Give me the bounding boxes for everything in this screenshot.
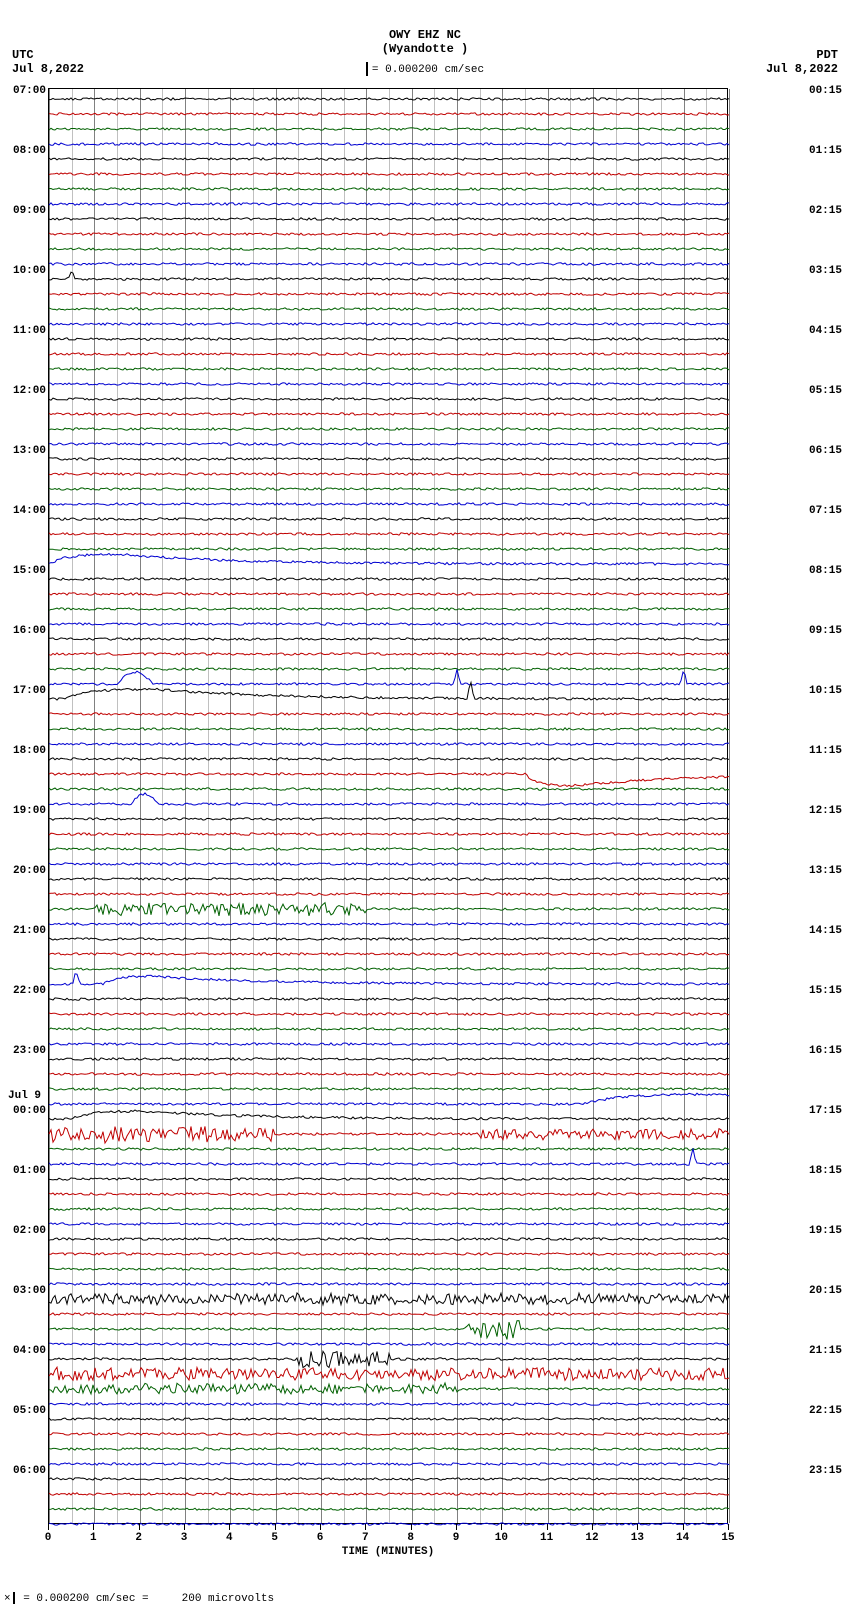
pdt-time-label: 12:15 bbox=[809, 805, 842, 817]
x-tick-label: 15 bbox=[721, 1532, 734, 1544]
utc-time-label: 18:00 bbox=[8, 745, 46, 757]
x-tick-label: 8 bbox=[407, 1532, 414, 1544]
footer-scale-right: 200 microvolts bbox=[182, 1593, 274, 1605]
pdt-time-label: 15:15 bbox=[809, 985, 842, 997]
helicorder-plot bbox=[48, 88, 728, 1524]
utc-time-label: 23:00 bbox=[8, 1045, 46, 1057]
pdt-time-label: 06:15 bbox=[809, 445, 842, 457]
utc-time-label: 04:00 bbox=[8, 1345, 46, 1357]
pdt-time-label: 02:15 bbox=[809, 205, 842, 217]
tz-left-label: UTC bbox=[12, 48, 84, 62]
utc-time-label: 09:00 bbox=[8, 205, 46, 217]
utc-time-label: 06:00 bbox=[8, 1465, 46, 1477]
x-tick-label: 0 bbox=[45, 1532, 52, 1544]
utc-time-label: 03:00 bbox=[8, 1285, 46, 1297]
station-name: (Wyandotte ) bbox=[0, 42, 850, 56]
x-tick-label: 5 bbox=[271, 1532, 278, 1544]
x-tick-label: 10 bbox=[495, 1532, 508, 1544]
pdt-time-label: 23:15 bbox=[809, 1465, 842, 1477]
utc-time-label: 10:00 bbox=[8, 265, 46, 277]
date-marker: Jul 9 bbox=[8, 1090, 41, 1102]
utc-time-label: 14:00 bbox=[8, 505, 46, 517]
pdt-time-label: 08:15 bbox=[809, 565, 842, 577]
pdt-time-label: 19:15 bbox=[809, 1225, 842, 1237]
x-tick-label: 3 bbox=[181, 1532, 188, 1544]
utc-time-label: 21:00 bbox=[8, 925, 46, 937]
x-tick-label: 11 bbox=[540, 1532, 553, 1544]
x-tick-label: 7 bbox=[362, 1532, 369, 1544]
utc-time-label: 12:00 bbox=[8, 385, 46, 397]
utc-time-label: 17:00 bbox=[8, 685, 46, 697]
utc-time-label: 22:00 bbox=[8, 985, 46, 997]
x-tick-label: 13 bbox=[631, 1532, 644, 1544]
utc-time-label: 02:00 bbox=[8, 1225, 46, 1237]
station-code: OWY EHZ NC bbox=[0, 28, 850, 42]
tz-right-date: Jul 8,2022 bbox=[766, 62, 838, 76]
tz-left: UTC Jul 8,2022 bbox=[12, 48, 84, 76]
x-tick-label: 9 bbox=[453, 1532, 460, 1544]
footer-scale-left: = 0.000200 cm/sec = bbox=[23, 1593, 148, 1605]
x-tick-label: 6 bbox=[317, 1532, 324, 1544]
pdt-time-label: 05:15 bbox=[809, 385, 842, 397]
x-tick-label: 14 bbox=[676, 1532, 689, 1544]
pdt-time-label: 14:15 bbox=[809, 925, 842, 937]
utc-time-label: 07:00 bbox=[8, 85, 46, 97]
utc-time-label: 15:00 bbox=[8, 565, 46, 577]
pdt-time-label: 01:15 bbox=[809, 145, 842, 157]
pdt-time-label: 03:15 bbox=[809, 265, 842, 277]
pdt-time-label: 00:15 bbox=[809, 85, 842, 97]
pdt-time-label: 16:15 bbox=[809, 1045, 842, 1057]
pdt-time-label: 22:15 bbox=[809, 1405, 842, 1417]
pdt-time-label: 07:15 bbox=[809, 505, 842, 517]
x-tick-label: 1 bbox=[90, 1532, 97, 1544]
utc-time-label: 11:00 bbox=[8, 325, 46, 337]
tz-right-label: PDT bbox=[766, 48, 838, 62]
x-axis-label: TIME (MINUTES) bbox=[342, 1546, 434, 1558]
top-scale: = 0.000200 cm/sec bbox=[0, 62, 850, 76]
pdt-time-label: 10:15 bbox=[809, 685, 842, 697]
footer-scale: × = 0.000200 cm/sec = 200 microvolts bbox=[4, 1592, 274, 1605]
pdt-time-label: 04:15 bbox=[809, 325, 842, 337]
utc-time-label: 00:00 bbox=[8, 1105, 46, 1117]
top-scale-text: = 0.000200 cm/sec bbox=[372, 64, 484, 76]
utc-time-label: 01:00 bbox=[8, 1165, 46, 1177]
utc-time-label: 20:00 bbox=[8, 865, 46, 877]
pdt-time-label: 21:15 bbox=[809, 1345, 842, 1357]
tz-left-date: Jul 8,2022 bbox=[12, 62, 84, 76]
utc-time-label: 05:00 bbox=[8, 1405, 46, 1417]
x-tick-label: 2 bbox=[135, 1532, 142, 1544]
utc-time-label: 19:00 bbox=[8, 805, 46, 817]
x-tick-label: 12 bbox=[585, 1532, 598, 1544]
x-tick-label: 4 bbox=[226, 1532, 233, 1544]
utc-time-label: 13:00 bbox=[8, 445, 46, 457]
pdt-time-label: 13:15 bbox=[809, 865, 842, 877]
trace-row bbox=[49, 1516, 727, 1531]
utc-time-label: 16:00 bbox=[8, 625, 46, 637]
utc-time-label: 08:00 bbox=[8, 145, 46, 157]
pdt-time-label: 20:15 bbox=[809, 1285, 842, 1297]
pdt-time-label: 09:15 bbox=[809, 625, 842, 637]
pdt-time-label: 17:15 bbox=[809, 1105, 842, 1117]
pdt-time-label: 11:15 bbox=[809, 745, 842, 757]
pdt-time-label: 18:15 bbox=[809, 1165, 842, 1177]
tz-right: PDT Jul 8,2022 bbox=[766, 48, 838, 76]
